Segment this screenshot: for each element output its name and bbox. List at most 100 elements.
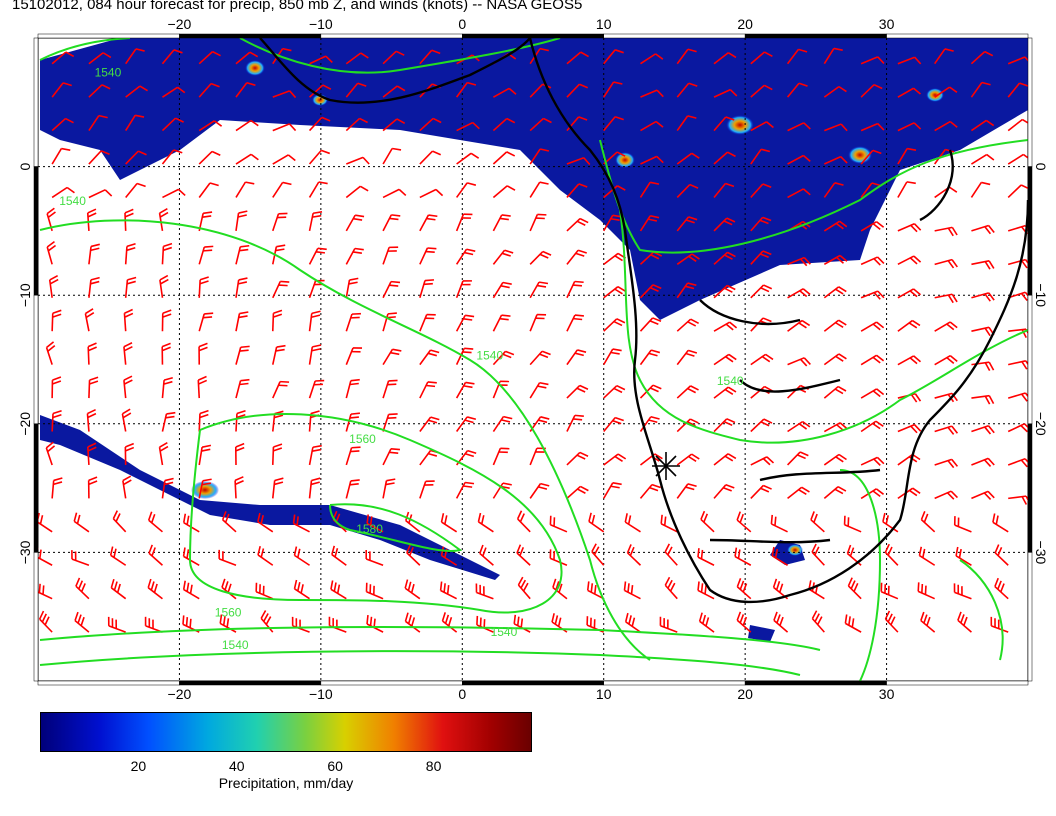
wind-barb (591, 543, 605, 566)
wind-barb (787, 256, 811, 267)
wind-barb (676, 216, 698, 232)
wind-barb (786, 451, 809, 466)
wind-barb (823, 319, 847, 332)
border-tick-bottom (462, 680, 604, 686)
wind-barb (272, 90, 297, 99)
wind-barb (971, 425, 995, 435)
contour-label: 1540 (717, 374, 744, 388)
wind-barb (455, 481, 475, 499)
wind-barb (219, 614, 237, 633)
wind-barb (439, 581, 457, 600)
wind-barb (639, 181, 660, 198)
wind-barb (308, 477, 321, 499)
wind-barb (808, 580, 825, 600)
wind-barb (235, 181, 255, 198)
wind-barb (123, 375, 133, 399)
border-tick-left (33, 423, 39, 553)
wind-barb (664, 543, 678, 566)
wind-barb (198, 444, 212, 466)
wind-barb (345, 52, 369, 65)
wind-barb (750, 456, 775, 466)
wind-barb (566, 451, 589, 466)
wind-barb (235, 277, 248, 298)
wind-barb (87, 342, 97, 365)
wind-barb (272, 123, 297, 132)
wind-barb (456, 152, 480, 165)
wind-barb (971, 260, 995, 270)
wind-barb (566, 217, 589, 232)
lat-tick-left: −20 (17, 412, 33, 436)
axis-tick-labels: −20 −10 0 10 20 30 −20 −10 0 10 20 30 0 −10 −20 −30 0 −10… (17, 16, 1049, 700)
wind-barb (84, 308, 95, 332)
wind-barb (382, 348, 402, 366)
wind-barb (566, 349, 587, 366)
wind-barb (492, 151, 516, 165)
wind-barb (676, 253, 700, 265)
wind-barb (479, 544, 494, 566)
wind-barb (860, 221, 885, 232)
wind-barb (603, 49, 624, 65)
wind-barb (345, 82, 367, 98)
wind-barb (235, 119, 259, 132)
wind-barb (897, 147, 917, 165)
wind-barb (110, 578, 127, 600)
wind-barb (455, 213, 473, 232)
wind-barb (88, 114, 108, 132)
wind-barb (46, 241, 57, 265)
wind-barb (455, 248, 476, 265)
wind-barb (787, 319, 811, 332)
wind-barb (235, 81, 256, 98)
wind-barb (1007, 457, 1028, 468)
wind-barb (860, 149, 882, 165)
wind-barb (860, 83, 883, 98)
wind-barb (713, 386, 737, 399)
wind-barb (331, 545, 347, 566)
wind-barb (87, 476, 98, 499)
wind-barb (786, 82, 808, 98)
wind-barb (88, 276, 100, 298)
wind-barb (345, 312, 361, 332)
wind-barb (198, 120, 223, 132)
border-tick-bottom (320, 680, 463, 686)
wind-barb (419, 214, 438, 232)
wind-barb (455, 314, 475, 332)
border-tick-top (886, 33, 1029, 39)
lat-tick-left: −10 (17, 283, 33, 307)
wind-barb (257, 512, 274, 533)
wind-barb (234, 442, 245, 465)
wind-barb (823, 220, 848, 232)
wind-barb (773, 611, 789, 633)
contour-label: 1540 (476, 349, 503, 363)
wind-barb (994, 577, 1009, 600)
wind-barb (198, 150, 221, 165)
wind-barb (787, 420, 811, 433)
wind-barb (221, 511, 237, 533)
wind-barb (750, 121, 774, 132)
wind-barb (566, 384, 589, 399)
wind-barb (750, 250, 772, 265)
wind-barb (125, 182, 146, 198)
wind-barb (1007, 392, 1028, 402)
wind-barb (235, 410, 246, 432)
wind-barb (75, 577, 90, 600)
wind-barb (38, 583, 53, 600)
contour-label: 1580 (356, 522, 383, 536)
wind-barb (549, 515, 568, 533)
wind-barb (713, 453, 737, 466)
wind-barb (624, 612, 641, 633)
wind-barb (492, 350, 515, 366)
wind-barb (713, 321, 738, 332)
wind-barb (824, 123, 848, 132)
wind-barb (566, 83, 589, 98)
wind-barb (88, 84, 111, 98)
border-tick-bottom (603, 680, 746, 686)
border-tick-top (603, 33, 746, 39)
wind-barb (823, 85, 847, 98)
wind-barb (787, 154, 811, 165)
precipitation-colorbar (40, 712, 532, 752)
contour-label: 1540 (222, 638, 249, 652)
wind-barb (529, 281, 549, 299)
wind-barb (860, 56, 885, 65)
wind-barb (87, 442, 97, 466)
wind-barb (366, 514, 384, 533)
